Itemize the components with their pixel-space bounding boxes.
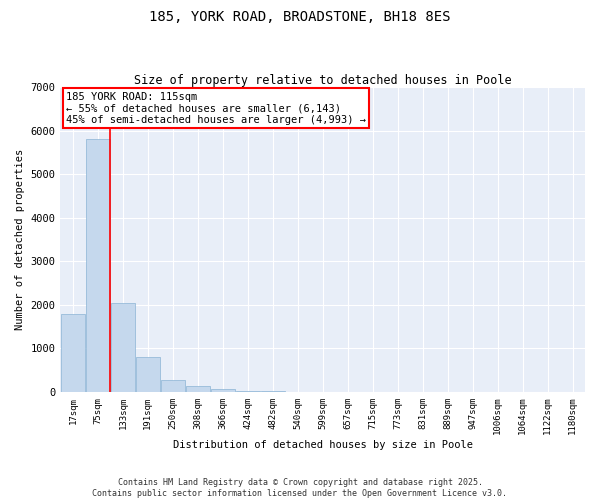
Bar <box>161 380 185 392</box>
Bar <box>186 386 209 392</box>
Y-axis label: Number of detached properties: Number of detached properties <box>15 149 25 330</box>
Bar <box>86 140 110 392</box>
Bar <box>236 390 260 392</box>
Bar <box>111 302 135 392</box>
Text: Contains HM Land Registry data © Crown copyright and database right 2025.
Contai: Contains HM Land Registry data © Crown c… <box>92 478 508 498</box>
Text: 185 YORK ROAD: 115sqm
← 55% of detached houses are smaller (6,143)
45% of semi-d: 185 YORK ROAD: 115sqm ← 55% of detached … <box>65 92 365 125</box>
Bar <box>211 390 235 392</box>
X-axis label: Distribution of detached houses by size in Poole: Distribution of detached houses by size … <box>173 440 473 450</box>
Bar <box>136 357 160 392</box>
Bar <box>61 314 85 392</box>
Title: Size of property relative to detached houses in Poole: Size of property relative to detached ho… <box>134 74 512 87</box>
Text: 185, YORK ROAD, BROADSTONE, BH18 8ES: 185, YORK ROAD, BROADSTONE, BH18 8ES <box>149 10 451 24</box>
